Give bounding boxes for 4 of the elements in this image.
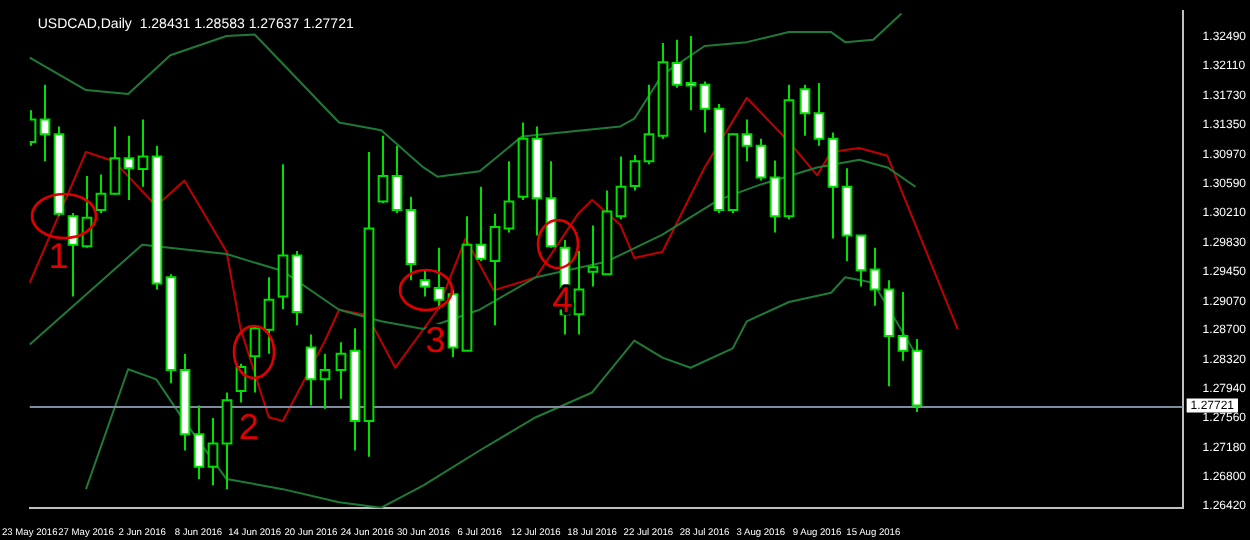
annotation: 4 [552,280,573,321]
annotation: 1 [48,235,69,276]
annotation: 3 [425,319,446,360]
annotation: 2 [238,406,259,447]
